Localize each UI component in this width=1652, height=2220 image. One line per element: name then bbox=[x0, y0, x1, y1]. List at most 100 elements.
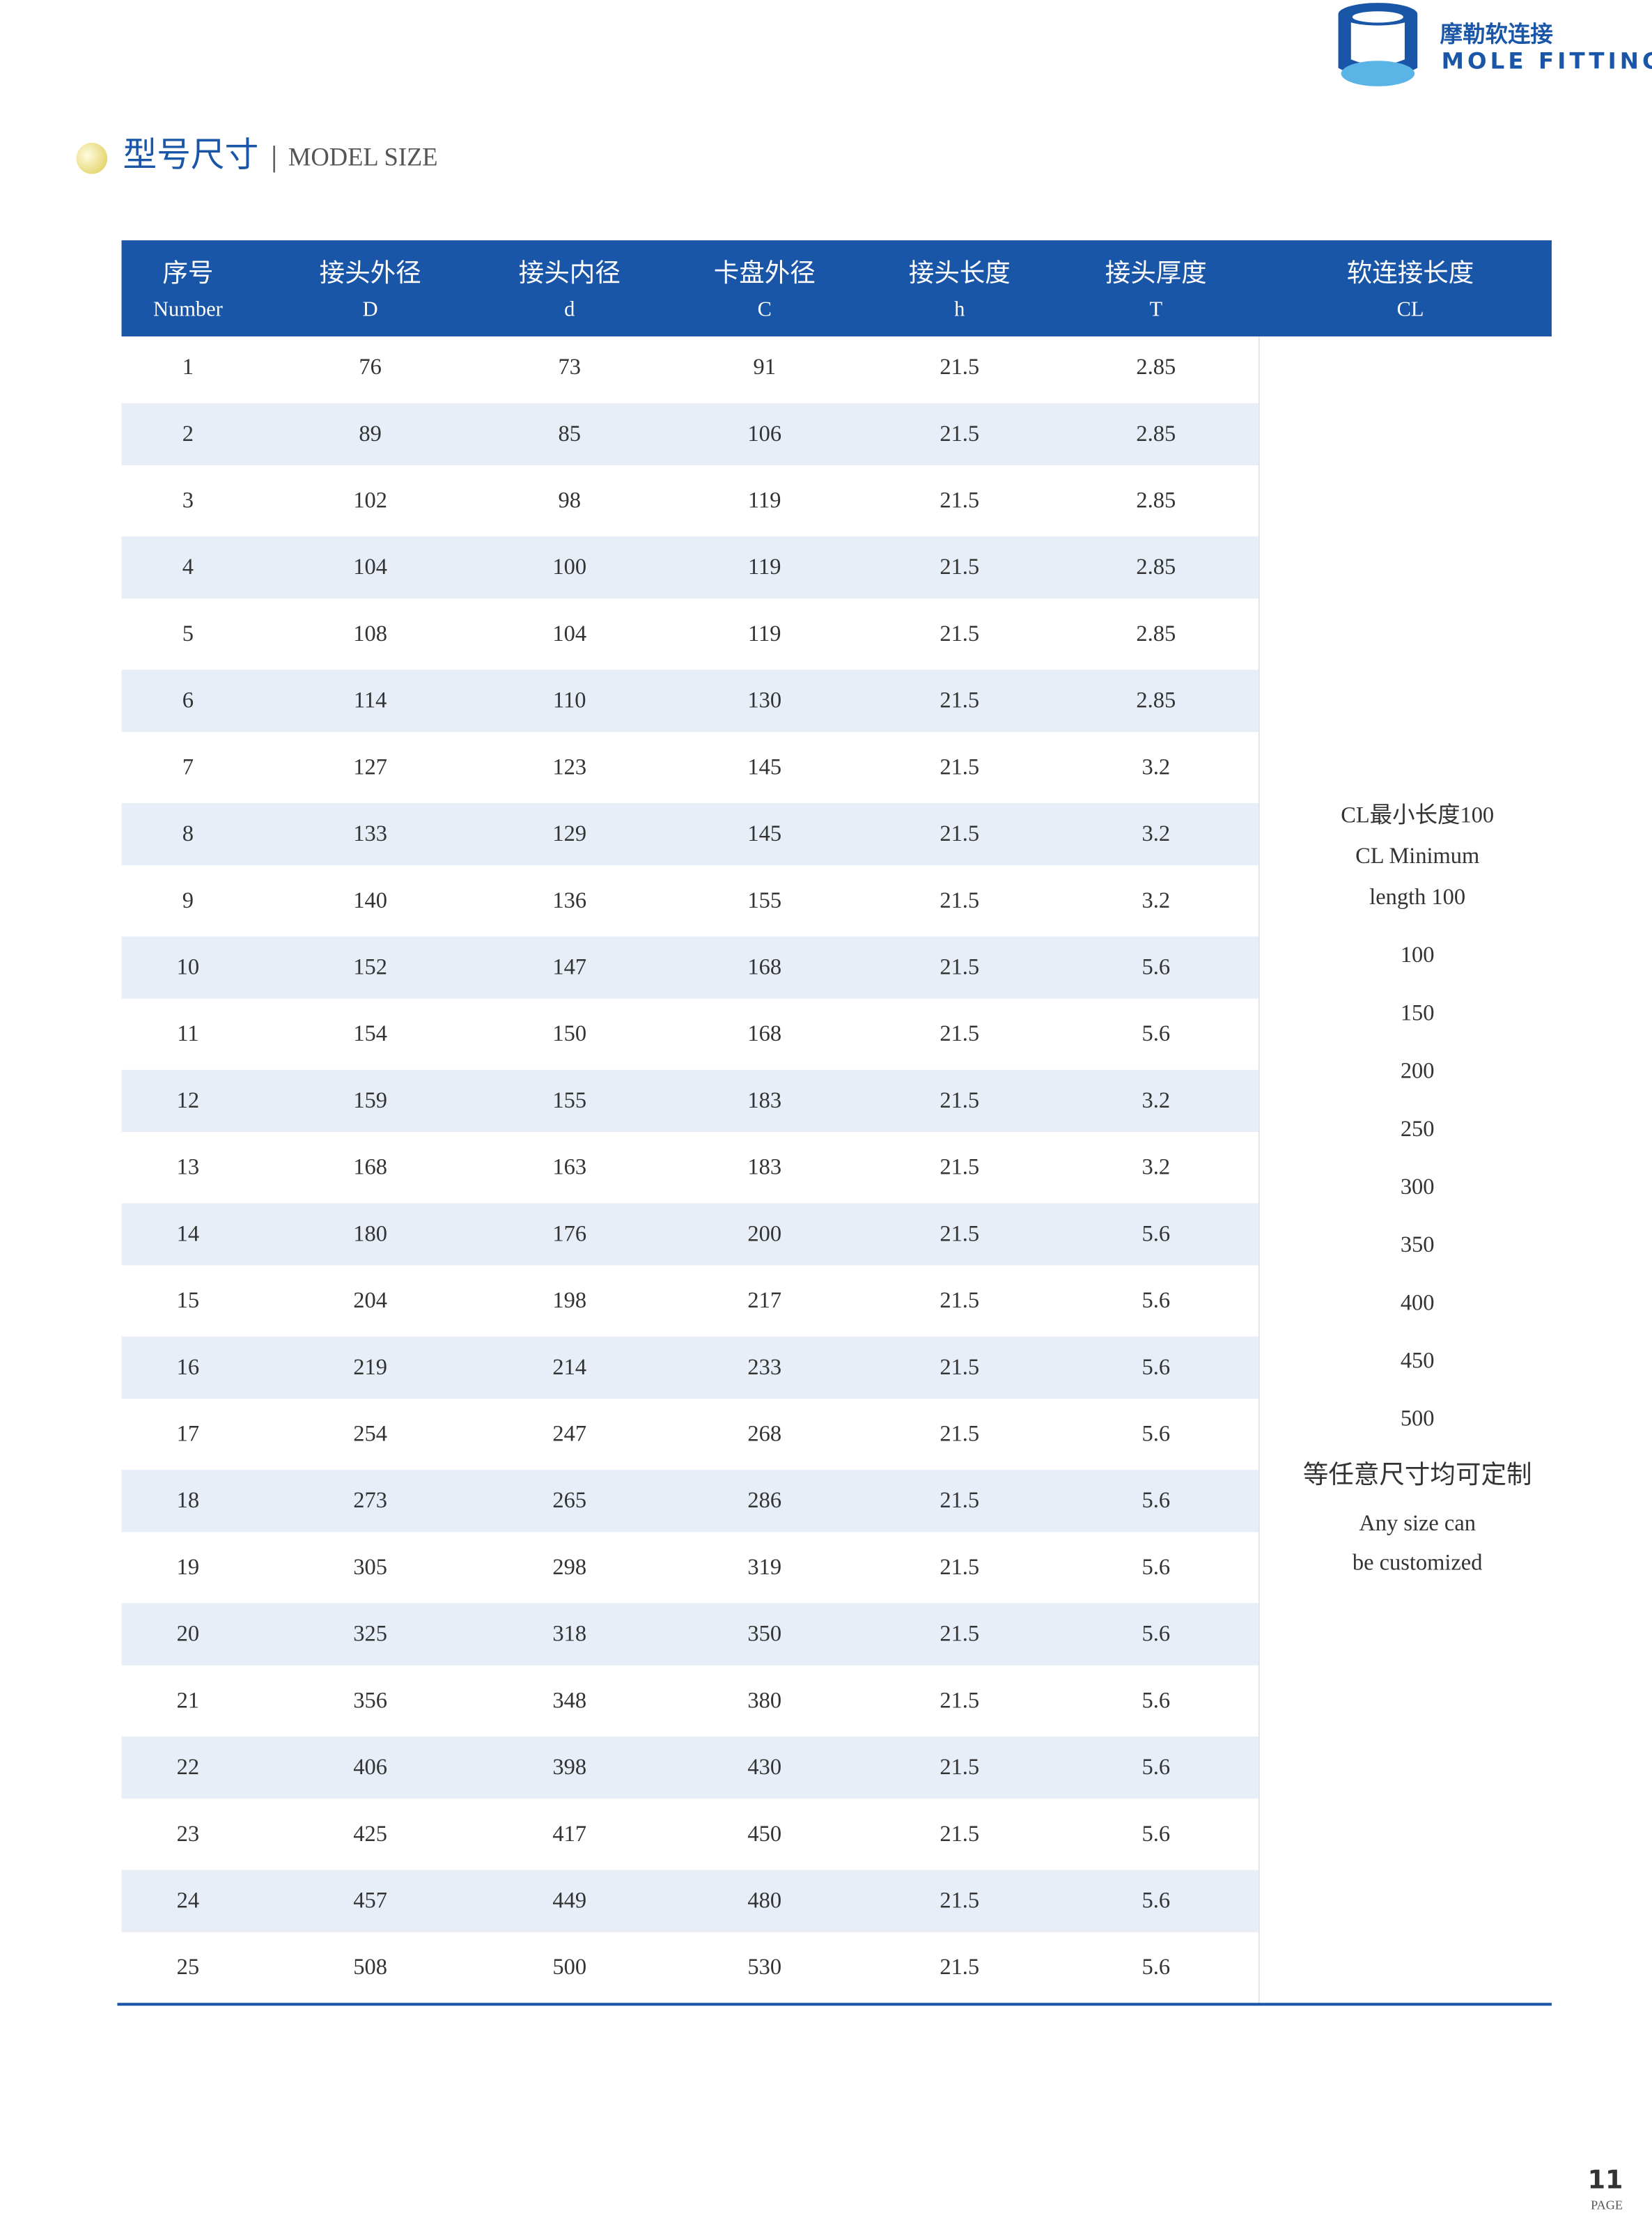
cell: 15 bbox=[177, 1288, 199, 1313]
cell: 273 bbox=[353, 1488, 387, 1513]
cell: 119 bbox=[748, 621, 781, 646]
cell: 5.6 bbox=[1142, 1822, 1171, 1847]
cell: 5.6 bbox=[1142, 1288, 1171, 1313]
cell: 348 bbox=[552, 1688, 586, 1713]
cell: 89 bbox=[359, 421, 381, 447]
cell: 219 bbox=[353, 1355, 387, 1380]
cell: 13 bbox=[177, 1155, 199, 1180]
row-stripe bbox=[121, 936, 1259, 999]
cell: 152 bbox=[353, 955, 387, 980]
cell: 104 bbox=[552, 621, 586, 646]
cell: 214 bbox=[552, 1355, 586, 1380]
cell: 136 bbox=[552, 888, 586, 913]
brand-en: MOLE FITTING bbox=[1442, 47, 1652, 74]
row-stripe bbox=[121, 1203, 1259, 1266]
cell: 21.5 bbox=[940, 1622, 979, 1647]
cell: 21.5 bbox=[940, 1888, 979, 1913]
column-header: 卡盘外径 bbox=[714, 258, 816, 287]
row-stripe bbox=[121, 1336, 1259, 1399]
cl-length: 450 bbox=[1401, 1349, 1435, 1374]
cell: 22 bbox=[177, 1755, 199, 1780]
cell: 11 bbox=[177, 1021, 198, 1046]
cl-length: 350 bbox=[1401, 1232, 1435, 1257]
page-label: PAGE bbox=[1591, 2198, 1623, 2212]
cell: 21.5 bbox=[940, 821, 979, 846]
section-subtitle: MODEL SIZE bbox=[288, 143, 438, 171]
cell: 406 bbox=[353, 1755, 387, 1780]
row-stripe bbox=[121, 1470, 1259, 1532]
cell: 10 bbox=[177, 955, 199, 980]
cell: 5.6 bbox=[1142, 1888, 1171, 1913]
cl-note: CL Minimum bbox=[1355, 844, 1479, 869]
cell: 168 bbox=[353, 1155, 387, 1180]
cell: 200 bbox=[747, 1221, 781, 1246]
column-header-en: CL bbox=[1397, 297, 1424, 320]
column-header: 接头内径 bbox=[519, 258, 621, 287]
column-header-en: C bbox=[758, 297, 772, 320]
cell: 145 bbox=[747, 821, 781, 846]
cell: 176 bbox=[552, 1221, 586, 1246]
cell: 268 bbox=[747, 1421, 781, 1446]
cl-length: 100 bbox=[1401, 942, 1435, 968]
cell: 3.2 bbox=[1142, 1155, 1171, 1180]
cell: 19 bbox=[177, 1555, 199, 1580]
cell: 21.5 bbox=[940, 1221, 979, 1246]
cell: 500 bbox=[552, 1955, 586, 1980]
cell: 76 bbox=[359, 355, 381, 380]
cell: 2.85 bbox=[1136, 488, 1176, 513]
cell: 325 bbox=[353, 1622, 387, 1647]
cell: 319 bbox=[747, 1555, 781, 1580]
cell: 91 bbox=[754, 355, 776, 380]
cell: 21.5 bbox=[940, 1488, 979, 1513]
cell: 5.6 bbox=[1142, 1421, 1171, 1446]
cell: 102 bbox=[353, 488, 387, 513]
cell: 155 bbox=[552, 1088, 586, 1113]
cell: 4 bbox=[182, 554, 194, 580]
cell: 2 bbox=[182, 421, 194, 447]
cell: 1 bbox=[182, 355, 194, 380]
cell: 23 bbox=[177, 1822, 199, 1847]
column-header: 接头外径 bbox=[320, 258, 421, 287]
cell: 3.2 bbox=[1142, 888, 1171, 913]
cell: 12 bbox=[177, 1088, 199, 1113]
cell: 21.5 bbox=[940, 1688, 979, 1713]
cell: 5.6 bbox=[1142, 1021, 1171, 1046]
cell: 5 bbox=[182, 621, 194, 646]
cell: 129 bbox=[552, 821, 586, 846]
column-header: 序号 bbox=[162, 258, 213, 287]
cell: 21.5 bbox=[940, 355, 979, 380]
cell: 356 bbox=[353, 1688, 387, 1713]
cell: 21.5 bbox=[940, 955, 979, 980]
cell: 110 bbox=[553, 688, 586, 713]
cl-custom-en: be customized bbox=[1353, 1551, 1483, 1576]
cell: 150 bbox=[552, 1021, 586, 1046]
cell: 21.5 bbox=[940, 1755, 979, 1780]
cl-length: 150 bbox=[1401, 1000, 1435, 1025]
cell: 24 bbox=[177, 1888, 199, 1913]
cell: 85 bbox=[558, 421, 580, 447]
cell: 430 bbox=[747, 1755, 781, 1780]
cell: 21.5 bbox=[940, 1955, 979, 1980]
cell: 450 bbox=[747, 1822, 781, 1847]
cl-length: 300 bbox=[1401, 1174, 1435, 1200]
cell: 530 bbox=[747, 1955, 781, 1980]
cell: 3.2 bbox=[1142, 1088, 1171, 1113]
cell: 21 bbox=[177, 1688, 199, 1713]
column-header-en: d bbox=[564, 297, 575, 320]
section-title: 型号尺寸 bbox=[123, 136, 259, 173]
cell: 119 bbox=[748, 488, 781, 513]
cell: 104 bbox=[353, 554, 387, 580]
cell: 3.2 bbox=[1142, 754, 1171, 779]
cell: 6 bbox=[182, 688, 194, 713]
cell: 417 bbox=[552, 1822, 586, 1847]
column-header-en: Number bbox=[153, 297, 223, 320]
cell: 217 bbox=[747, 1288, 781, 1313]
cell: 2.85 bbox=[1136, 355, 1176, 380]
cell: 73 bbox=[558, 355, 580, 380]
cl-custom: 等任意尺寸均可定制 bbox=[1303, 1460, 1532, 1489]
cell: 480 bbox=[747, 1888, 781, 1913]
cell: 21.5 bbox=[940, 1555, 979, 1580]
cell: 17 bbox=[177, 1421, 199, 1446]
cell: 159 bbox=[353, 1088, 387, 1113]
